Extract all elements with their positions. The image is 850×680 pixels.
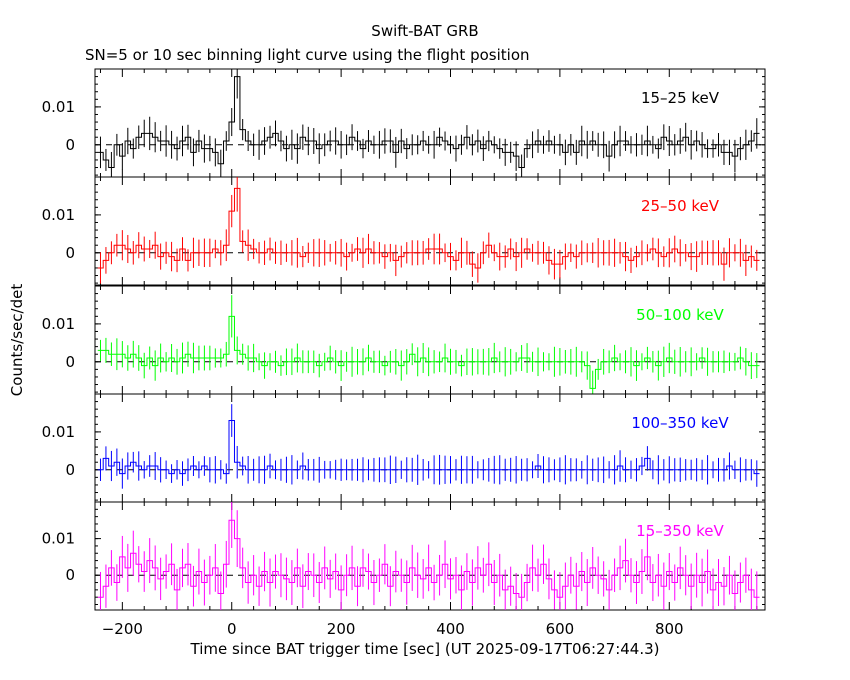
panel-frame — [94, 285, 766, 395]
chart-subtitle: SN=5 or 10 sec binning light curve using… — [85, 46, 530, 64]
series-step-line — [97, 420, 760, 475]
x-tick-label: 400 — [436, 620, 465, 638]
y-tick-label: 0 — [65, 244, 75, 262]
x-tick-label: −200 — [102, 620, 143, 638]
panel-label: 15–25 keV — [641, 89, 720, 107]
y-tick-label: 0 — [65, 566, 75, 584]
panel-frame — [94, 176, 766, 286]
y-tick-label: 0 — [65, 461, 75, 479]
y-tick-label: 0.01 — [42, 423, 75, 441]
panel-label: 15–350 keV — [636, 522, 724, 540]
panel-5: 0 0.01 15–350 keV — [42, 501, 766, 611]
y-axis-label: Counts/sec/det — [8, 284, 26, 397]
x-tick-label: 200 — [327, 620, 356, 638]
panel-frame — [94, 393, 766, 503]
panel-frame — [94, 501, 766, 611]
x-tick-label: 0 — [227, 620, 237, 638]
panel-4: 0 0.01 100–350 keV — [42, 393, 766, 503]
y-tick-label: 0 — [65, 353, 75, 371]
series-1 — [97, 69, 760, 177]
panel-3: 0 0.01 50–100 keV — [42, 285, 766, 395]
panel-frame — [94, 68, 766, 178]
series-step-line — [97, 315, 760, 389]
series-2 — [97, 177, 760, 284]
x-tick-label: 600 — [546, 620, 575, 638]
panel-label: 25–50 keV — [641, 197, 720, 215]
y-tick-label: 0.01 — [42, 206, 75, 224]
x-axis-label: Time since BAT trigger time [sec] (UT 20… — [190, 640, 660, 658]
panel-2: 0 0.01 25–50 keV — [42, 176, 766, 286]
series-step-line — [97, 187, 760, 269]
y-tick-label: 0.01 — [42, 315, 75, 333]
panel-label: 100–350 keV — [631, 414, 729, 432]
series-step-line — [97, 76, 760, 169]
panel-1: 0 0.01 15–25 keV — [42, 68, 766, 178]
panel-label: 50–100 keV — [636, 306, 724, 324]
y-tick-label: 0 — [65, 136, 75, 154]
y-tick-label: 0.01 — [42, 98, 75, 116]
chart-title: Swift-BAT GRB — [371, 22, 478, 40]
series-4 — [97, 404, 760, 489]
y-tick-label: 0.01 — [42, 530, 75, 548]
x-tick-label: 800 — [655, 620, 684, 638]
panels-group: 0 0.01 15–25 keV 0 0.01 25–50 keV 0 0.01 50–100 … — [42, 68, 766, 638]
series-5 — [97, 502, 760, 610]
series-3 — [97, 295, 760, 394]
